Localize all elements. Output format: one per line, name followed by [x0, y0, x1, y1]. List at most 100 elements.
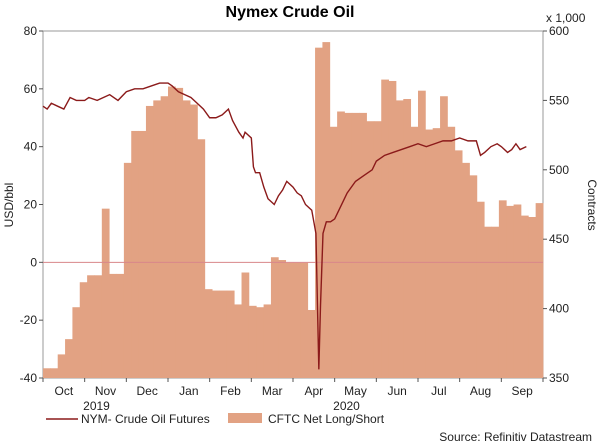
- cftc-bar: [270, 257, 279, 378]
- legend-label-cftc: CFTC Net Long/Short: [268, 412, 385, 426]
- cftc-bar: [388, 80, 397, 378]
- cftc-bar: [520, 215, 529, 378]
- y-left-tick-label: 80: [24, 24, 38, 38]
- source-note: Source: Refinitiv Datastream: [439, 430, 592, 444]
- y-axis-left-label: USD/bbl: [2, 183, 16, 228]
- cftc-bar: [248, 305, 257, 378]
- cftc-bar: [315, 47, 323, 378]
- bar-series-cftc: [43, 42, 544, 379]
- cftc-bar: [491, 226, 500, 378]
- y-left-tick-label: 60: [24, 82, 38, 96]
- cftc-bar: [234, 304, 242, 378]
- legend-swatch-cftc: [228, 413, 262, 423]
- cftc-bar: [263, 304, 272, 378]
- cftc-bar: [329, 126, 338, 379]
- cftc-bar: [285, 262, 294, 378]
- cftc-bar: [204, 289, 213, 378]
- cftc-bar: [322, 42, 331, 378]
- x-tick-label: Nov: [95, 384, 116, 398]
- x-tick-label: Feb: [220, 384, 241, 398]
- y-left-tick-label: 0: [30, 255, 37, 269]
- cftc-bar: [366, 121, 375, 378]
- cftc-bar: [109, 273, 117, 378]
- cftc-bar: [293, 262, 301, 378]
- y-right-tick-label: 400: [549, 302, 569, 316]
- cftc-bar: [175, 87, 184, 378]
- cftc-bar: [447, 126, 456, 379]
- cftc-bar: [190, 104, 198, 378]
- plot-area: [42, 30, 544, 379]
- cftc-bar: [278, 260, 287, 378]
- x-tick-label: Jul: [431, 384, 446, 398]
- cftc-bar: [418, 90, 426, 379]
- cftc-bar: [410, 126, 419, 379]
- x-year-label: 2020: [333, 399, 360, 413]
- cftc-bar: [513, 204, 522, 378]
- cftc-bar: [535, 203, 544, 378]
- cftc-bar: [182, 100, 191, 379]
- y-left-tick-label: 40: [24, 140, 38, 154]
- cftc-bar: [454, 150, 463, 378]
- y-right-tick-label: 500: [549, 163, 569, 177]
- x-axis: Oct Nov Dec Jan Feb Mar Apr May Jun Jul Aug Sep 2019…: [42, 378, 544, 413]
- cftc-bar: [381, 79, 389, 378]
- cftc-bar: [403, 99, 412, 378]
- cftc-bar: [469, 175, 478, 378]
- cftc-bar: [344, 112, 353, 378]
- y-axis-right: 350 400 450 500 550 600: [543, 24, 569, 385]
- x-tick-label: Apr: [304, 384, 323, 398]
- cftc-bar: [197, 139, 206, 378]
- chart-title: Nymex Crude Oil: [226, 4, 355, 21]
- cftc-bar: [528, 216, 537, 378]
- cftc-bar: [351, 112, 360, 378]
- right-axis-multiplier: x 1,000: [546, 11, 586, 25]
- cftc-bar: [395, 100, 404, 379]
- y-right-tick-label: 550: [549, 93, 569, 107]
- cftc-bar: [241, 272, 250, 378]
- cftc-bar: [484, 226, 492, 378]
- y-right-tick-label: 350: [549, 371, 569, 385]
- cftc-bar: [256, 307, 264, 378]
- cftc-bar: [50, 368, 59, 378]
- cftc-bar: [57, 354, 66, 378]
- cftc-bar: [131, 130, 139, 378]
- line-series-crude-futures: [42, 82, 527, 370]
- y-left-tick-label: -40: [20, 371, 38, 385]
- cftc-bar: [300, 262, 309, 378]
- x-tick-label: Jan: [179, 384, 198, 398]
- legend-label-crude-futures: NYM- Crude Oil Futures: [81, 412, 210, 426]
- x-tick-label: May: [344, 384, 367, 398]
- cftc-bar: [94, 275, 103, 378]
- y-right-tick-label: 600: [549, 24, 569, 38]
- cftc-bar: [123, 162, 132, 378]
- cftc-bar: [219, 290, 228, 378]
- cftc-bar: [425, 129, 434, 378]
- cftc-bar: [226, 290, 235, 378]
- cftc-bar: [212, 290, 220, 378]
- cftc-bar: [116, 273, 125, 378]
- cftc-bar: [337, 111, 345, 378]
- y-right-tick-label: 450: [549, 232, 569, 246]
- x-tick-label: Sep: [511, 384, 533, 398]
- x-tick-label: Oct: [54, 384, 73, 398]
- x-tick-label: Jun: [387, 384, 406, 398]
- cftc-bar: [101, 208, 110, 378]
- cftc-bar: [432, 128, 441, 378]
- cftc-bar: [138, 130, 147, 378]
- cftc-bar: [359, 112, 367, 378]
- y-left-tick-label: 20: [24, 198, 38, 212]
- cftc-bar: [87, 275, 95, 378]
- y-left-tick-label: -20: [20, 313, 38, 327]
- cftc-bar: [168, 86, 176, 379]
- cftc-bar: [65, 339, 73, 378]
- cftc-bar: [43, 368, 51, 378]
- cftc-bar: [153, 100, 162, 379]
- x-year-label: 2019: [83, 399, 110, 413]
- x-tick-label: Dec: [136, 384, 157, 398]
- cftc-bar: [307, 309, 316, 378]
- cftc-bar: [498, 200, 507, 378]
- x-tick-label: Aug: [470, 384, 491, 398]
- cftc-bar: [160, 96, 169, 379]
- cftc-bar: [373, 121, 382, 378]
- cftc-bar: [79, 282, 88, 378]
